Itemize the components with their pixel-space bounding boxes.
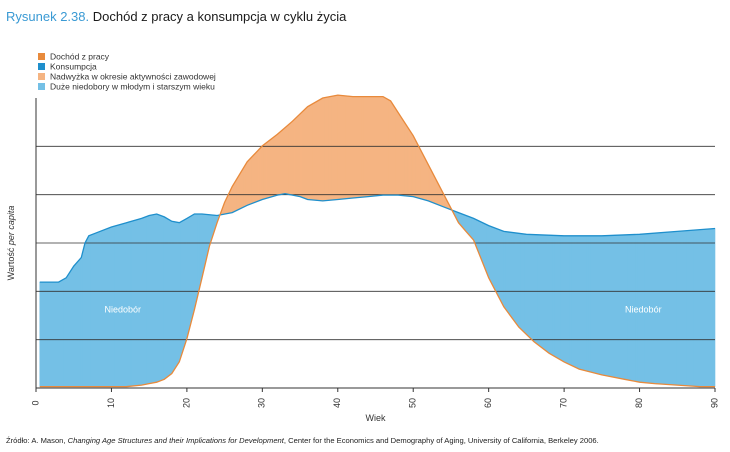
x-tick-label: 70 — [558, 398, 568, 408]
figure-number: Rysunek 2.38. — [6, 9, 90, 24]
region-label: Niedobór — [104, 305, 141, 315]
region-label: Niedobór — [625, 305, 662, 315]
x-tick-label: 10 — [106, 398, 116, 408]
x-tick-label: 20 — [181, 398, 191, 408]
legend-label: Dochód z pracy — [50, 52, 110, 62]
source-note: Źródło: A. Mason, Changing Age Structure… — [6, 436, 599, 445]
legend-label: Konsumpcja — [50, 62, 97, 72]
chart-fills — [39, 94, 716, 387]
income-line — [39, 94, 715, 388]
source-work: Changing Age Structures and their Implic… — [67, 436, 284, 445]
x-tick-label: 0 — [30, 400, 40, 405]
deficit-fill-segment — [712, 228, 716, 387]
legend-label: Duże niedobory w młodym i starszym wieku — [50, 82, 215, 92]
legend-swatch — [38, 83, 45, 90]
source-suffix: , Center for the Economics and Demograph… — [283, 436, 599, 445]
x-tick-label: 60 — [483, 398, 493, 408]
legend-swatch — [38, 53, 45, 60]
y-axis-label-part: per capita — [6, 206, 16, 247]
series-lines — [39, 94, 716, 388]
region-label: Nadwyżka — [325, 255, 367, 265]
x-tick-label: 90 — [709, 398, 719, 408]
source-prefix: Źródło: A. Mason, — [6, 436, 68, 445]
y-axis-label: Wartość per capita — [6, 206, 16, 281]
chart-title: Rysunek 2.38. Dochód z pracy a konsumpcj… — [6, 9, 346, 24]
legend-label: Nadwyżka w okresie aktywności zawodowej — [50, 72, 216, 82]
axes: 0 10 20 30 40 50 60 70 80 90 — [30, 98, 719, 408]
chart-labels: Wiek Wartość per capita Nadwyżka Niedobór Ni… — [6, 206, 662, 423]
legend-swatch — [38, 63, 45, 70]
x-tick-label: 50 — [408, 398, 418, 408]
x-tick-label: 80 — [634, 398, 644, 408]
x-tick-label: 40 — [332, 398, 342, 408]
consumption-line — [39, 193, 716, 283]
gridlines — [36, 145, 715, 341]
figure-title: Dochód z pracy a konsumpcja w cyklu życi… — [92, 9, 347, 24]
x-tick-label: 30 — [257, 398, 267, 408]
x-axis-label: Wiek — [366, 413, 386, 423]
y-axis-label-part: Wartość — [6, 245, 16, 280]
legend-swatch — [38, 73, 45, 80]
